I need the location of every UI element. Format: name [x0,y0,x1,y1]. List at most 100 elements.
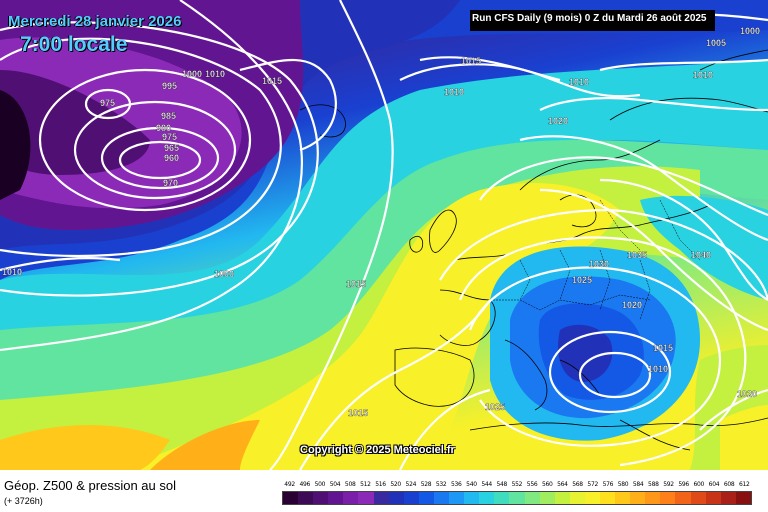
isobar-labels: 975 995 1000 1010 1015 1015 1005 1000 10… [2,26,760,418]
isobar-label: 1000 [182,69,202,79]
scale-tick-label: 584 [632,481,644,488]
isobar-label: 1030 [589,259,609,269]
isobar-label: 1010 [693,70,713,80]
scale-swatch [464,492,480,504]
isobar-label: 1020 [622,300,642,310]
scale-swatch [283,492,299,504]
legend-footer: Géop. Z500 & pression au sol (+ 3726h) 4… [0,470,768,512]
scale-swatch [509,492,525,504]
isobar-label: 1015 [461,56,481,66]
scale-tick-label: 496 [299,481,311,488]
scale-swatch [554,492,570,504]
isobar-label: 1010 [444,87,464,97]
weather-map: 975 995 1000 1010 1015 1015 1005 1000 10… [0,0,768,470]
scale-tick-label: 560 [541,481,553,488]
scale-swatch [433,492,450,504]
isobar-label: 1025 [572,275,592,285]
scale-tick-label: 516 [375,481,386,488]
isobar-label: 985 [161,111,176,121]
scale-swatch [584,492,600,504]
isobar-label: 1015 [346,279,366,289]
isobar-label: 1035 [627,250,647,260]
isobar-label: 970 [163,178,178,188]
scale-swatch [494,492,510,504]
isobar-label: 1015 [348,408,368,418]
isobar-label: 960 [164,153,179,163]
scale-tick-label: 536 [451,481,462,488]
scale-tick-label: 580 [617,481,629,488]
isobar-label: 1040 [691,250,711,260]
isobar-label: 965 [164,143,179,153]
scale-tick-label: 544 [481,481,492,488]
scale-tick-label: 588 [648,481,659,488]
isobar-label: 1015 [653,343,673,353]
scale-swatch [599,492,616,504]
scale-tick-label: 492 [284,481,295,488]
isobar-label: 1010 [648,364,668,374]
isobar-label: 995 [162,81,177,91]
isobar-label: 980 [156,123,171,133]
scale-tick-label: 600 [693,481,705,488]
isobar-label: 1020 [548,116,568,126]
scale-swatch [298,492,314,504]
color-scale-ticks: 492 496 500 504 508 512 516 520 524 528 532 536 540 5… [282,481,752,491]
scale-tick-label: 564 [557,481,568,488]
isobar-label: 1010 [569,77,589,87]
scale-swatch [569,492,585,504]
scale-swatch [479,492,495,504]
scale-tick-label: 612 [738,481,750,488]
scale-swatch [675,492,691,504]
scale-swatch [449,492,465,504]
isobar-label: 975 [100,98,115,108]
scale-tick-label: 512 [360,481,371,488]
scale-tick-label: 596 [678,481,689,488]
scale-swatch [524,492,540,504]
color-scale-bar [282,491,752,505]
scale-tick-label: 576 [602,481,614,488]
isobars [0,0,768,470]
isobar-label: 1010 [205,69,225,79]
forecast-time: 7:00 locale [20,33,128,56]
scale-swatch [539,492,555,504]
isobar-label: 1000 [214,269,234,279]
scale-swatch [403,492,419,504]
scale-tick-label: 532 [435,481,447,488]
scale-swatch [418,492,434,504]
scale-swatch [615,492,631,504]
scale-tick-label: 608 [723,481,735,488]
scale-tick-label: 592 [663,481,674,488]
scale-tick-label: 528 [420,481,432,488]
scale-swatch [328,492,344,504]
scale-swatch [373,492,389,504]
isobar-label: 975 [162,132,177,142]
isobar-label: 1025 [485,402,505,412]
scale-tick-label: 548 [496,481,508,488]
scale-tick-label: 540 [466,481,477,488]
map-title: Géop. Z500 & pression au sol [4,478,176,493]
scale-swatch [660,492,676,504]
scale-tick-label: 508 [344,481,356,488]
forecast-lead-time: (+ 3726h) [4,496,43,506]
scale-tick-label: 572 [587,481,598,488]
scale-tick-label: 568 [572,481,583,488]
scale-tick-label: 504 [329,481,341,488]
scale-tick-label: 556 [526,481,538,488]
forecast-date: Mercredi 28 janvier 2026 [8,13,182,30]
copyright: Copyright © 2025 Meteociel.fr [300,444,455,456]
isobar-label: 1000 [740,26,760,36]
run-info: Run CFS Daily (9 mois) 0 Z du Mardi 26 a… [470,10,715,31]
isobar-label: 1010 [2,267,22,277]
scale-swatch [313,492,329,504]
scale-swatch [388,492,404,504]
scale-swatch [690,492,706,504]
isobar-label: 1020 [737,389,757,399]
scale-swatch [358,492,374,504]
scale-swatch [735,492,751,504]
coastlines [299,49,768,451]
scale-swatch [645,492,661,504]
scale-swatch [720,492,736,504]
scale-tick-label: 500 [314,481,326,488]
scale-tick-label: 524 [405,481,417,488]
scale-tick-label: 520 [390,481,401,488]
